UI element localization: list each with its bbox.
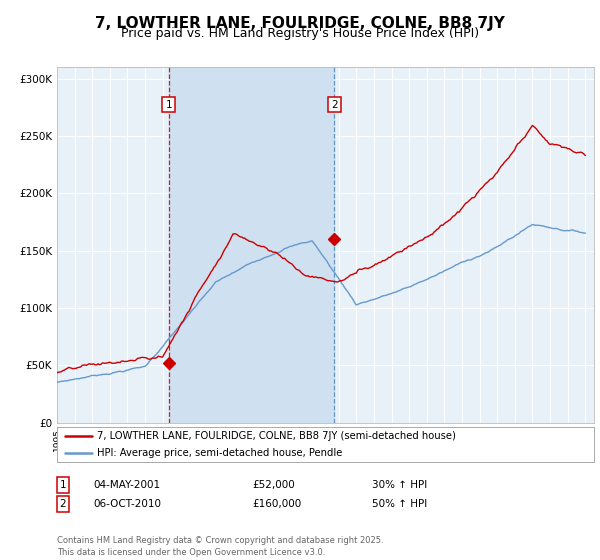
Text: 50% ↑ HPI: 50% ↑ HPI — [372, 499, 427, 509]
Text: Price paid vs. HM Land Registry's House Price Index (HPI): Price paid vs. HM Land Registry's House … — [121, 27, 479, 40]
Text: 7, LOWTHER LANE, FOULRIDGE, COLNE, BB8 7JY: 7, LOWTHER LANE, FOULRIDGE, COLNE, BB8 7… — [95, 16, 505, 31]
Text: Contains HM Land Registry data © Crown copyright and database right 2025.
This d: Contains HM Land Registry data © Crown c… — [57, 536, 383, 557]
Text: 7, LOWTHER LANE, FOULRIDGE, COLNE, BB8 7JY (semi-detached house): 7, LOWTHER LANE, FOULRIDGE, COLNE, BB8 7… — [97, 431, 456, 441]
Text: 2: 2 — [59, 499, 67, 509]
Bar — [169, 67, 334, 423]
Text: 1: 1 — [166, 100, 172, 110]
Text: 30% ↑ HPI: 30% ↑ HPI — [372, 480, 427, 490]
Text: 2: 2 — [331, 100, 338, 110]
Text: 06-OCT-2010: 06-OCT-2010 — [93, 499, 161, 509]
Text: 04-MAY-2001: 04-MAY-2001 — [93, 480, 160, 490]
Text: £160,000: £160,000 — [252, 499, 301, 509]
Text: 1: 1 — [59, 480, 67, 490]
Text: HPI: Average price, semi-detached house, Pendle: HPI: Average price, semi-detached house,… — [97, 449, 343, 458]
Text: £52,000: £52,000 — [252, 480, 295, 490]
